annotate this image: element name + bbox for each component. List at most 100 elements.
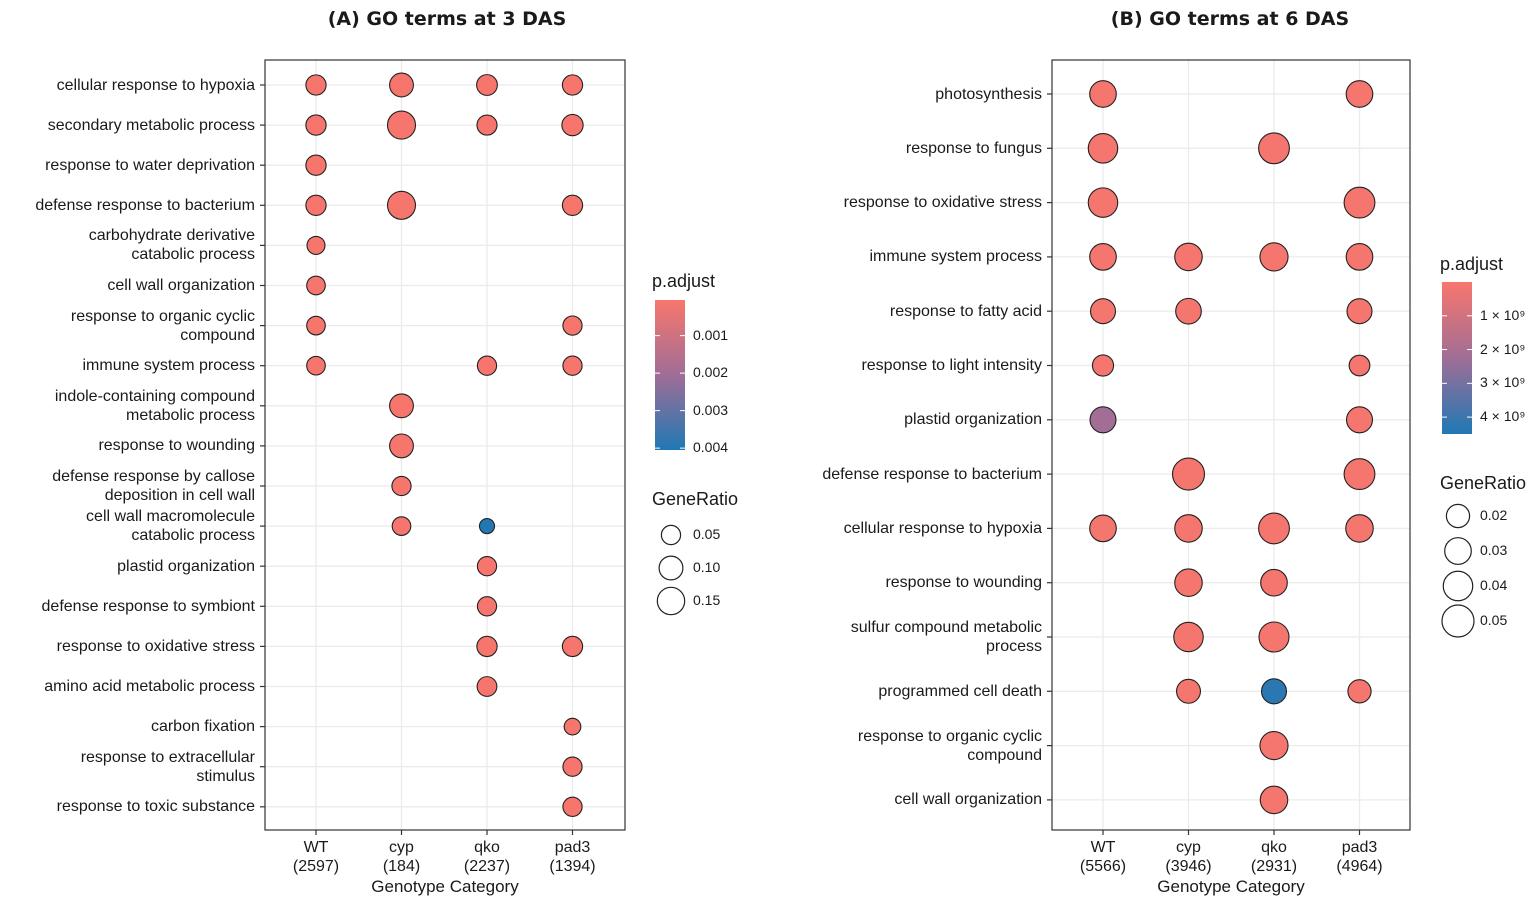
data-point: [1173, 621, 1204, 653]
data-point: [1260, 568, 1288, 597]
data-point: [1089, 243, 1117, 271]
y-tick-label: immune system process: [82, 357, 256, 375]
data-point: [1175, 297, 1202, 325]
x-tick-count: (2237): [463, 858, 511, 875]
data-point: [563, 717, 582, 736]
panel-title: (B) GO terms at 6 DAS: [1110, 8, 1350, 30]
data-point: [476, 676, 498, 697]
x-tick-count: (1394): [549, 858, 596, 875]
y-tick-label: cellular response to hypoxia: [843, 519, 1042, 537]
x-tick-label: WT: [1090, 839, 1116, 856]
size-legend-label: 0.15: [693, 592, 721, 608]
color-legend-title: p.adjust: [1440, 254, 1504, 274]
colorbar-tick-label: 0.003: [693, 401, 729, 418]
data-point: [1343, 458, 1376, 491]
data-point: [476, 596, 498, 617]
x-tick-label: cyp: [1176, 839, 1201, 856]
data-point: [1259, 731, 1289, 761]
data-point: [1258, 621, 1290, 653]
data-point: [389, 433, 414, 459]
data-point: [1346, 298, 1373, 325]
y-tick-label: amino acid metabolic process: [44, 678, 255, 695]
colorbar-tick-label: 3 × 10⁹: [1480, 374, 1526, 391]
y-tick-label: carbohydrate derivative catabolic process: [88, 227, 255, 264]
data-point: [476, 635, 498, 658]
data-point: [562, 756, 583, 777]
y-tick-label: response to toxic substance: [56, 798, 255, 816]
data-point: [478, 518, 496, 535]
size-legend-title: GeneRatio: [652, 489, 739, 509]
y-tick-label: response to oxidative stress: [56, 637, 255, 655]
y-tick-label: defense response to symbiont: [41, 597, 255, 615]
size-legend-key: [660, 524, 682, 546]
data-point: [305, 154, 327, 176]
x-tick-label: cyp: [389, 839, 414, 856]
x-tick-count: (2931): [1250, 858, 1298, 875]
y-tick-label: photosynthesis: [935, 85, 1042, 103]
data-point: [476, 74, 498, 96]
data-point: [1260, 678, 1288, 705]
x-tick-count: (5566): [1079, 858, 1127, 875]
data-point: [386, 110, 417, 140]
data-point: [1348, 354, 1371, 377]
panel-a: [260, 59, 686, 835]
data-point: [561, 113, 584, 137]
colorbar: [655, 300, 685, 450]
data-point: [306, 315, 326, 336]
x-tick-label: qko: [474, 839, 500, 856]
data-point: [1089, 80, 1117, 108]
data-point: [1259, 785, 1289, 815]
data-point: [1174, 568, 1203, 597]
data-point: [561, 194, 584, 216]
data-point: [305, 114, 327, 136]
y-tick-label: indole-containing compound metabolic proc…: [54, 387, 255, 424]
data-point: [476, 556, 498, 577]
y-tick-label: response to fungus: [905, 139, 1042, 157]
y-tick-label: defense response to bacterium: [822, 465, 1042, 483]
y-tick-label: cellular response to hypoxia: [56, 76, 255, 94]
data-point: [561, 74, 584, 96]
data-point: [1087, 187, 1119, 218]
colorbar-tick-label: 0.002: [693, 364, 729, 381]
size-legend-label: 0.04: [1480, 577, 1508, 593]
plot-frame: [264, 59, 626, 831]
size-legend-title: GeneRatio: [1440, 473, 1527, 493]
size-legend-key: [656, 586, 686, 616]
data-point: [391, 475, 412, 497]
y-tick-label: plastid organization: [904, 411, 1042, 429]
data-point: [1259, 242, 1289, 272]
data-point: [1089, 406, 1117, 434]
data-point: [476, 355, 498, 376]
colorbar-tick-label: 2 × 10⁹: [1480, 340, 1526, 357]
y-tick-label: response to extracellular stimulus: [80, 748, 255, 785]
y-tick-label: cell wall macromolecule catabolic process: [86, 508, 255, 545]
data-point: [305, 194, 327, 216]
y-tick-label: defense response by callose deposition in…: [52, 468, 255, 504]
y-tick-label: defense response to bacterium: [35, 196, 255, 214]
colorbar: [1442, 282, 1472, 434]
size-legend-key: [1441, 604, 1475, 638]
x-tick-label: pad3: [554, 839, 591, 856]
data-point: [1258, 132, 1290, 165]
y-tick-label: cell wall organization: [894, 791, 1042, 809]
y-tick-label: response to organic cyclic compound: [857, 727, 1042, 764]
data-point: [306, 235, 326, 255]
data-point: [1345, 514, 1374, 543]
data-point: [391, 516, 412, 536]
y-tick-label: cell wall organization: [107, 277, 255, 294]
data-point: [561, 635, 584, 658]
y-tick-label: secondary metabolic process: [47, 116, 255, 134]
data-point: [562, 355, 583, 376]
colorbar-tick-label: 0.004: [693, 439, 729, 456]
y-tick-label: response to water deprivation: [45, 156, 255, 174]
x-tick-count: (184): [382, 858, 421, 875]
data-point: [306, 355, 326, 376]
y-tick-label: response to wounding: [98, 437, 255, 455]
size-legend-key: [1445, 503, 1471, 529]
data-point: [1174, 242, 1203, 272]
x-tick-count: (2597): [292, 858, 340, 875]
x-axis-title: Genotype Category: [371, 877, 519, 896]
data-point: [306, 275, 326, 296]
colorbar-tick-label: 0.001: [693, 326, 729, 343]
